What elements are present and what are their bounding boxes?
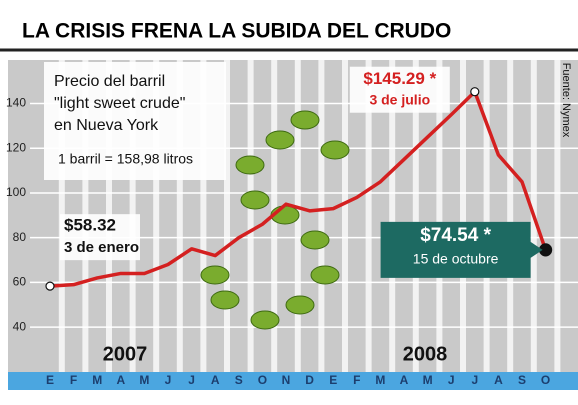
month-stripe [200,60,207,372]
info-line: en Nueva York [54,117,159,134]
month-stripe [507,60,514,372]
month-stripe [247,60,254,372]
x-tick-label: E [46,373,54,387]
month-stripe [318,60,325,372]
month-stripe [342,60,348,372]
info-line: "light sweet crude" [54,95,185,112]
x-tick-label: A [494,373,503,387]
y-tick-label: 100 [6,185,26,199]
label-bg [60,214,140,261]
x-tick-label: O [258,373,267,387]
x-tick-label: M [92,373,102,387]
point-note: 3 de julio [369,91,430,107]
y-tick-label: 40 [13,319,27,333]
month-stripe [436,60,443,372]
y-tick-label: 60 [13,275,27,289]
highlight-point [45,281,55,291]
x-tick-label: M [139,373,149,387]
year-label: 2007 [103,343,148,365]
info-line: Precio del barril [54,73,165,90]
x-tick-label: J [448,373,455,387]
x-tick-label: M [423,373,433,387]
x-tick-label: S [518,373,526,387]
value-label: $145.29 * [363,69,436,88]
x-tick-label: N [282,373,291,387]
month-stripe [176,60,183,372]
value-label: $58.32 [64,216,116,235]
x-tick-label: J [471,373,478,387]
month-strip [8,372,578,390]
x-tick-label: A [211,373,220,387]
month-stripe [412,60,419,372]
x-tick-label: M [375,373,385,387]
info-box [44,62,226,180]
month-stripe [365,60,372,372]
info-note: 1 barril = 158,98 litros [58,151,193,167]
x-tick-label: J [165,373,172,387]
year-label: 2008 [403,343,448,365]
callout-box [380,221,543,278]
value-label: $74.54 * [420,225,491,246]
y-tick-label: 120 [6,140,26,154]
month-stripe [224,60,230,372]
month-stripe [483,60,490,372]
point-note: 3 de enero [64,239,139,256]
month-stripe [460,60,466,372]
month-stripe [389,60,396,372]
price-line [49,89,548,288]
month-stripe [554,60,561,372]
y-tick-label: 80 [13,230,27,244]
highlight-point [470,87,480,97]
x-tick-label: D [305,373,314,387]
month-stripe [153,60,160,372]
x-tick-label: F [70,373,77,387]
x-tick-label: A [116,373,125,387]
x-tick-label: E [329,373,337,387]
y-tick-label: 140 [6,96,26,110]
x-tick-label: O [541,373,550,387]
x-tick-label: F [353,373,360,387]
x-tick-label: A [400,373,409,387]
x-tick-label: S [235,373,243,387]
source: Fuente: Nymex [560,63,572,138]
plot: $58.32 3 de enero $145.29 * 3 de julio $74.5… [45,66,553,291]
x-tick-label: J [188,373,195,387]
chart-title: LA CRISIS FRENA LA SUBIDA DEL CRUDO [22,20,451,43]
barrel-dollar [200,110,350,330]
point-note: 15 de octubre [413,251,499,267]
label-bg [349,66,450,113]
